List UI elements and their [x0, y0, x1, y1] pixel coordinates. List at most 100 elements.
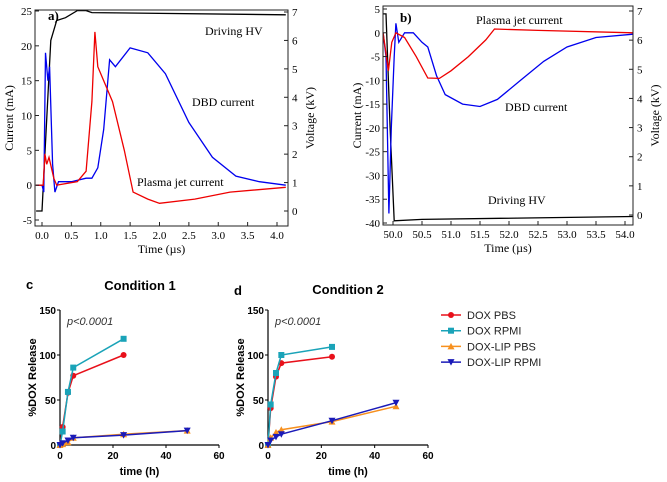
series-annotation: Plasma jet current [476, 13, 563, 27]
series-line-dox-pbs [59, 354, 124, 446]
y-tick-label: 0 [375, 28, 381, 40]
x-tick-label: 0.5 [65, 230, 79, 242]
y2-tick-label: 2 [637, 152, 643, 164]
data-point-dox-lip-rpmi [120, 432, 128, 439]
p-value-annotation: p<0.0001 [274, 316, 321, 328]
chart-title: Condition 2 [312, 282, 384, 297]
x-tick-label: 53.5 [586, 229, 606, 241]
x-tick-label: 3.0 [211, 230, 225, 242]
x-tick-label: 20 [316, 451, 328, 462]
data-point-dox-rpmi [267, 401, 274, 408]
y2-tick-label: 6 [292, 35, 298, 47]
panel-label: d [234, 283, 242, 298]
series-annotation: DBD current [192, 95, 255, 109]
x-tick-label: 40 [160, 451, 172, 462]
plot-frame [382, 5, 634, 226]
y-tick-label: -35 [365, 194, 380, 206]
y-tick-label: 50 [253, 396, 265, 407]
data-point-dox-rpmi [120, 335, 127, 342]
y2-tick-label: 2 [292, 149, 298, 161]
y-tick-label: 0 [258, 441, 264, 452]
chart-title: Condition 1 [104, 278, 176, 293]
y-axis-label: %DOX Release [235, 338, 247, 416]
y-tick-label: 25 [21, 6, 33, 18]
x-axis-label: time (h) [120, 466, 160, 478]
panel-d: 0 20 40 60 0 50 100 150 time (h) %DOX Release Cond… [234, 282, 434, 478]
legend-marker [448, 312, 454, 318]
y-axis-label: %DOX Release [27, 338, 39, 416]
data-point-dox-lip-rpmi [272, 433, 280, 441]
series-line-dbd-current [36, 47, 286, 193]
series-annotation: DBD current [505, 100, 568, 114]
series-line-plasma-jet-current [36, 31, 286, 204]
y-tick-label: -10 [365, 75, 380, 87]
y2-tick-label: 0 [637, 210, 643, 222]
x-tick-label: 52.5 [528, 229, 548, 241]
data-point-dox-lip-rpmi [277, 431, 285, 438]
x-tick-label: 0.0 [35, 230, 49, 242]
y-tick-label: -25 [365, 147, 380, 159]
data-point-dox-pbs [329, 353, 335, 360]
series-line-dox-rpmi [267, 346, 333, 446]
y-tick-label: 20 [21, 41, 33, 53]
x-tick-label: 40 [369, 451, 381, 462]
data-point-dox-lip-rpmi [69, 434, 77, 442]
y-tick-label: 50 [45, 396, 57, 407]
x-tick-label: 1.5 [123, 230, 137, 242]
legend-marker [448, 327, 454, 334]
y-tick-label: -15 [365, 99, 380, 111]
x-tick-label: 2.0 [153, 230, 167, 242]
x-tick-label: 52.0 [499, 229, 519, 241]
x-tick-label: 54.0 [615, 229, 635, 241]
panel-c: 0 20 40 60 0 50 100 150 time (h) %DOX Release Cond… [26, 277, 225, 478]
data-point-dox-rpmi [59, 428, 66, 435]
panel-a: 0.0 0.5 1.0 1.5 2.0 2.5 3.0 3.5 4.0-505101520250… [2, 6, 317, 256]
x-tick-label: 50.0 [383, 229, 403, 241]
y2-tick-label: 3 [637, 123, 643, 135]
x-tick-label: 53.0 [557, 229, 577, 241]
x-axis-label: Time (µs) [138, 242, 185, 256]
panel-label: b) [400, 10, 412, 25]
panel-label: a) [48, 8, 59, 23]
legend-label: DOX PBS [467, 310, 516, 322]
y2-tick-label: 7 [637, 6, 643, 18]
x-tick-label: 0 [57, 451, 63, 462]
data-point-dox-lip-pbs [272, 428, 280, 436]
data-point-dox-lip-rpmi [183, 427, 191, 435]
legend-label: DOX-LIP PBS [467, 341, 536, 353]
x-tick-label: 60 [422, 451, 434, 462]
y-axis-label: Current (mA) [2, 85, 16, 151]
plot-frame [34, 9, 289, 227]
x-axis-label: Time (µs) [484, 241, 531, 255]
data-point-dox-lip-pbs [277, 426, 285, 433]
y-tick-label: 150 [39, 306, 56, 317]
y2-tick-label: 1 [292, 178, 298, 190]
y-tick-label: 0 [50, 441, 56, 452]
y2-tick-label: 1 [637, 181, 643, 193]
series-line-driving-hv [383, 13, 634, 222]
data-point-dox-rpmi [273, 370, 279, 376]
x-tick-label: 2.5 [182, 230, 196, 242]
data-point-dox-lip-rpmi [59, 440, 67, 447]
x-tick-label: 51.5 [470, 229, 490, 241]
data-point-dox-rpmi [70, 364, 77, 371]
series-line-dox-lip-pbs [267, 405, 397, 446]
data-point-dox-lip-rpmi [64, 437, 72, 444]
data-point-dox-rpmi [278, 352, 285, 358]
y-tick-label: 100 [39, 351, 56, 362]
x-tick-label: 1.0 [94, 230, 108, 242]
x-tick-label: 20 [107, 451, 119, 462]
x-tick-label: 60 [213, 451, 225, 462]
legend-label: DOX RPMI [467, 326, 521, 338]
x-tick-label: 51.0 [441, 229, 461, 241]
legend-marker [447, 342, 455, 350]
series-annotation: Driving HV [205, 24, 263, 38]
y2-tick-label: 5 [637, 64, 643, 76]
y-tick-label: 10 [21, 111, 33, 123]
p-value-annotation: p<0.0001 [66, 316, 113, 328]
y2-tick-label: 5 [292, 64, 298, 76]
x-tick-label: 50.5 [412, 229, 432, 241]
data-point-dox-lip-rpmi [264, 442, 272, 449]
y-tick-label: 5 [375, 4, 381, 16]
